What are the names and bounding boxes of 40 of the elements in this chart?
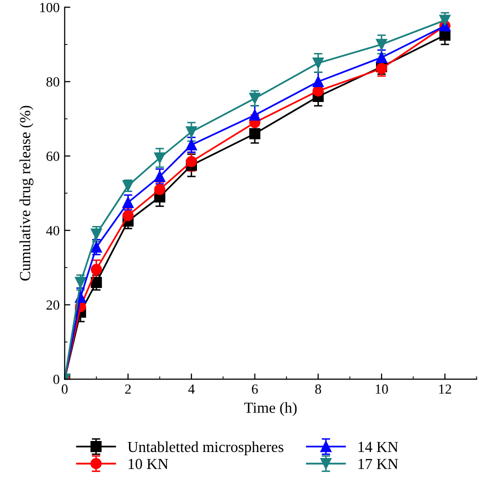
- point: [249, 92, 260, 104]
- y-tick-label: 80: [46, 77, 60, 87]
- point: [312, 57, 324, 69]
- x-tick-label: 2: [125, 384, 131, 394]
- point: [90, 242, 102, 253]
- point: [74, 276, 86, 288]
- x-tick-label: 10: [376, 384, 388, 394]
- point: [186, 156, 197, 168]
- point: [439, 14, 450, 26]
- y-tick-label: 40: [46, 226, 60, 236]
- x-tick-label: 0: [62, 384, 68, 394]
- legend-label: 17 KN: [358, 458, 398, 469]
- point: [154, 184, 166, 196]
- legend-label: 14 KN: [358, 442, 398, 452]
- y-tick-label: 20: [46, 300, 60, 310]
- point: [249, 128, 260, 140]
- legend-label: Untabletted microspheres: [128, 441, 284, 456]
- point: [186, 126, 197, 138]
- point: [186, 139, 197, 150]
- point: [122, 196, 134, 208]
- point: [376, 52, 388, 64]
- x-tick-label: 12: [439, 384, 452, 394]
- x-tick-label: 6: [252, 384, 258, 394]
- point: [154, 152, 166, 164]
- point: [154, 170, 166, 182]
- point: [90, 264, 102, 275]
- x-axis-title: Time (h): [244, 402, 297, 416]
- y-axis-title: Cumulative drug release (%): [20, 106, 34, 281]
- point: [90, 276, 102, 288]
- point: [122, 210, 134, 222]
- y-tick-label: 60: [46, 152, 60, 161]
- legend-label: 10 KN: [128, 458, 168, 470]
- y-tick-label: 0: [53, 374, 60, 384]
- point: [249, 110, 260, 121]
- x-tick-label: 4: [188, 384, 195, 394]
- point: [90, 228, 102, 240]
- x-tick-label: 8: [315, 384, 322, 394]
- y-tick-label: 100: [40, 2, 60, 12]
- point: [312, 76, 324, 88]
- point: [376, 38, 388, 50]
